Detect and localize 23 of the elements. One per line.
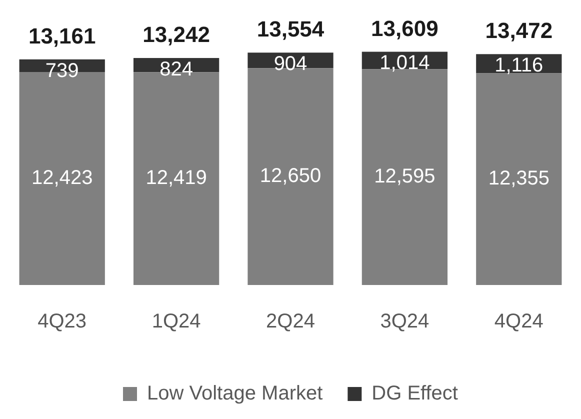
legend-label: Low Voltage Market xyxy=(147,382,324,405)
data-label: 12,650 xyxy=(260,165,322,188)
total-label: 13,161 xyxy=(28,23,96,48)
legend-label: DG Effect xyxy=(372,382,458,405)
data-label: 824 xyxy=(160,58,193,80)
total-label: 13,609 xyxy=(371,16,438,41)
total-label: 13,242 xyxy=(142,22,210,48)
total-label: 13,554 xyxy=(256,16,325,42)
x-tick-label: 1Q24 xyxy=(152,310,201,333)
data-label: 1,116 xyxy=(494,54,544,77)
data-label: 12,355 xyxy=(488,168,550,190)
data-label: 904 xyxy=(274,53,308,76)
data-label: 12,419 xyxy=(146,167,207,190)
x-tick-label: 3Q24 xyxy=(380,310,430,333)
x-tick-label: 2Q24 xyxy=(266,310,315,333)
bar xyxy=(476,73,562,285)
x-tick-label: 4Q23 xyxy=(38,310,87,333)
x-tick-label: 4Q24 xyxy=(494,310,544,333)
total-label: 13,472 xyxy=(485,18,553,44)
data-label: 739 xyxy=(45,60,79,82)
data-label: 1,014 xyxy=(380,52,430,74)
data-label: 12,423 xyxy=(32,167,93,190)
data-label: 12,595 xyxy=(374,166,436,188)
